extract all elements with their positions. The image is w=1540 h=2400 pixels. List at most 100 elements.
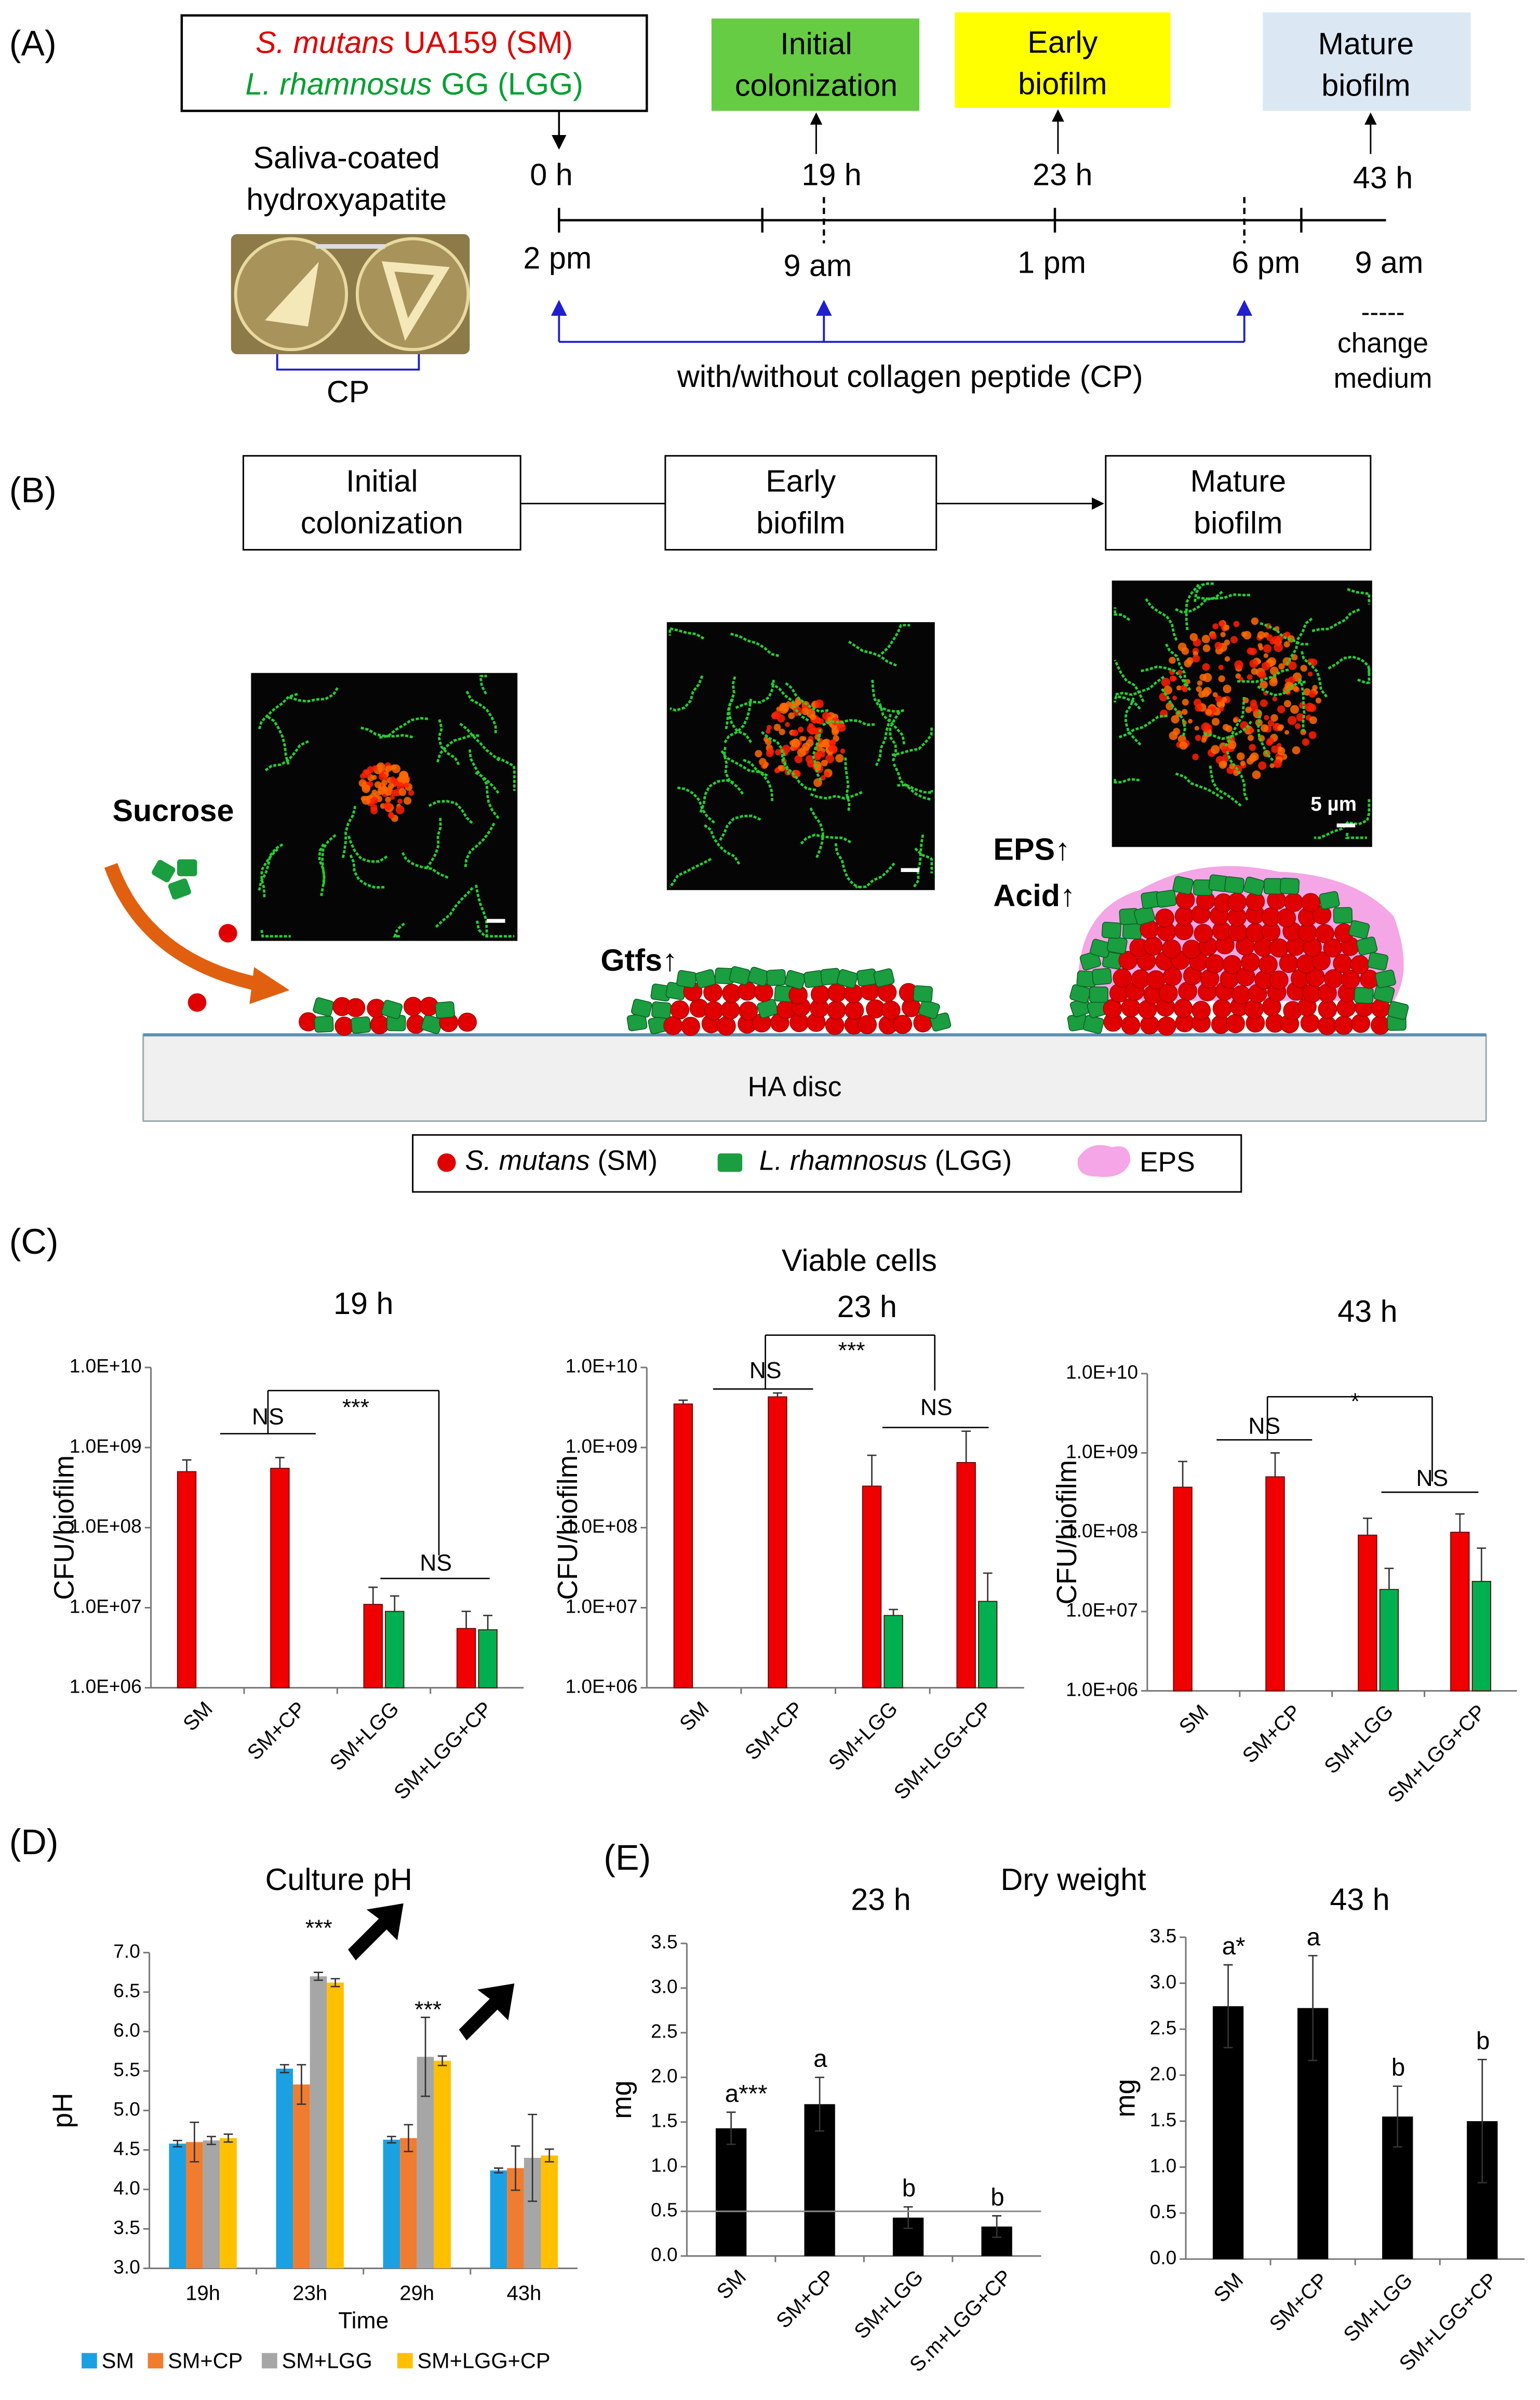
micro-signal bbox=[792, 729, 799, 736]
micro-signal bbox=[1257, 631, 1265, 639]
lgg-cell bbox=[1089, 986, 1109, 1003]
annotation: * bbox=[1351, 1389, 1360, 1414]
sm-cell bbox=[1121, 998, 1141, 1017]
error-bar bbox=[1363, 1517, 1372, 1535]
significance-letter: a bbox=[1307, 1923, 1321, 1951]
micro-signal bbox=[1308, 731, 1317, 739]
micro-signal bbox=[1166, 702, 1174, 710]
lgg-cell bbox=[651, 1001, 672, 1019]
significance-letter: b bbox=[990, 2183, 1004, 2211]
sm-cell bbox=[1121, 1015, 1141, 1035]
micro-signal bbox=[1192, 754, 1199, 760]
x-tick-label: SM+CP bbox=[1238, 1700, 1305, 1767]
micro-signal bbox=[875, 712, 892, 767]
photo-bracket bbox=[276, 354, 420, 371]
legend-swatch bbox=[717, 1153, 743, 1172]
micro-signal bbox=[1251, 617, 1259, 625]
note: medium bbox=[1334, 363, 1432, 394]
micro-signal bbox=[855, 862, 895, 889]
sm-cell bbox=[1311, 951, 1331, 971]
panel-label: (E) bbox=[604, 1838, 651, 1878]
micro-signal bbox=[782, 751, 816, 792]
stage-box bbox=[711, 18, 920, 111]
micro-signal bbox=[1269, 660, 1275, 666]
micro-signal bbox=[1164, 642, 1191, 691]
x-tick-label: SM+LGG bbox=[824, 1697, 902, 1775]
sm-cell bbox=[1173, 998, 1193, 1018]
error-bar bbox=[297, 2064, 306, 2105]
micro-signal bbox=[1233, 770, 1239, 776]
strain: L. rhamnosus GG (LGG) bbox=[245, 66, 583, 101]
micro-signal bbox=[1288, 661, 1297, 670]
micro-signal bbox=[1223, 685, 1231, 693]
micro-signal bbox=[1169, 675, 1176, 682]
error-bar bbox=[726, 2111, 736, 2146]
annotation: NS bbox=[420, 1550, 452, 1576]
micro-signal bbox=[381, 780, 387, 786]
sm-cell bbox=[858, 1015, 877, 1035]
legend-entry: S. mutans (SM) bbox=[465, 1146, 658, 1176]
bracket bbox=[765, 1334, 936, 1391]
micro-signal bbox=[1211, 745, 1220, 754]
sm-cell bbox=[1222, 955, 1242, 974]
stage: biofilm bbox=[1018, 66, 1107, 101]
micro-signal bbox=[766, 725, 772, 730]
bar bbox=[1471, 1580, 1492, 1692]
micro-signal bbox=[784, 681, 829, 713]
micro-signal bbox=[263, 740, 309, 772]
lgg-cell bbox=[152, 860, 176, 882]
sm-cell bbox=[1146, 970, 1166, 989]
legend-swatch bbox=[437, 1153, 456, 1172]
micro-signal bbox=[1175, 772, 1225, 801]
y-tick-label: 1.0 bbox=[1150, 2154, 1177, 2176]
micro-signal bbox=[1114, 777, 1140, 784]
bar bbox=[220, 2138, 237, 2269]
micro-signal bbox=[424, 817, 442, 870]
micro-signal bbox=[892, 763, 932, 801]
micro-signal bbox=[891, 727, 933, 757]
micro-signal bbox=[379, 717, 430, 739]
bar bbox=[385, 1611, 405, 1688]
micro-signal bbox=[794, 770, 801, 777]
micro-signal bbox=[260, 847, 280, 897]
micro-signal bbox=[1263, 644, 1272, 653]
micro-signal bbox=[1284, 730, 1290, 735]
micro-signal bbox=[459, 722, 502, 763]
micro-signal bbox=[1305, 703, 1315, 712]
micro-signal bbox=[1223, 696, 1246, 748]
micro-signal bbox=[799, 833, 851, 846]
lgg-cell bbox=[1092, 968, 1112, 985]
stage: biofilm bbox=[1321, 68, 1410, 103]
micro-signal bbox=[1257, 709, 1274, 761]
micro-signal bbox=[825, 754, 835, 763]
bracket bbox=[267, 1390, 440, 1556]
bar bbox=[956, 1462, 976, 1688]
error-bar bbox=[190, 2122, 199, 2163]
significance-letter: b bbox=[1391, 2054, 1405, 2082]
micro-signal bbox=[388, 783, 394, 789]
x-tick-label: SM+LGG+CP bbox=[890, 1697, 997, 1804]
micro-signal bbox=[1269, 763, 1275, 768]
micro-signal bbox=[1278, 663, 1285, 670]
y-tick-label: 2.5 bbox=[1150, 2017, 1177, 2039]
time: 0 h bbox=[530, 157, 572, 192]
sm-cell bbox=[1162, 967, 1182, 986]
significance-letter: a bbox=[813, 2045, 827, 2073]
sm-cell bbox=[739, 1001, 758, 1021]
error-bar bbox=[483, 1615, 493, 1630]
panel-title: Viable cells bbox=[782, 1243, 937, 1278]
x-tick-label: SM+LGG bbox=[326, 1697, 404, 1775]
chart-title: 23 h bbox=[851, 1882, 910, 1916]
micro-signal bbox=[1258, 761, 1267, 770]
y-axis-label: mg bbox=[1110, 2079, 1141, 2117]
micro-signal bbox=[844, 757, 851, 812]
y-tick-label: 1.0E+09 bbox=[70, 1435, 142, 1457]
micro-signal bbox=[1267, 738, 1274, 745]
y-tick-label: 5.0 bbox=[113, 2098, 140, 2120]
lgg-cell bbox=[1133, 906, 1156, 926]
annotation: NS bbox=[920, 1395, 953, 1420]
micro-signal bbox=[388, 812, 394, 818]
micro-signal bbox=[1218, 664, 1224, 671]
significance-letter: b bbox=[1476, 2027, 1490, 2055]
lgg-cell bbox=[1079, 951, 1102, 971]
